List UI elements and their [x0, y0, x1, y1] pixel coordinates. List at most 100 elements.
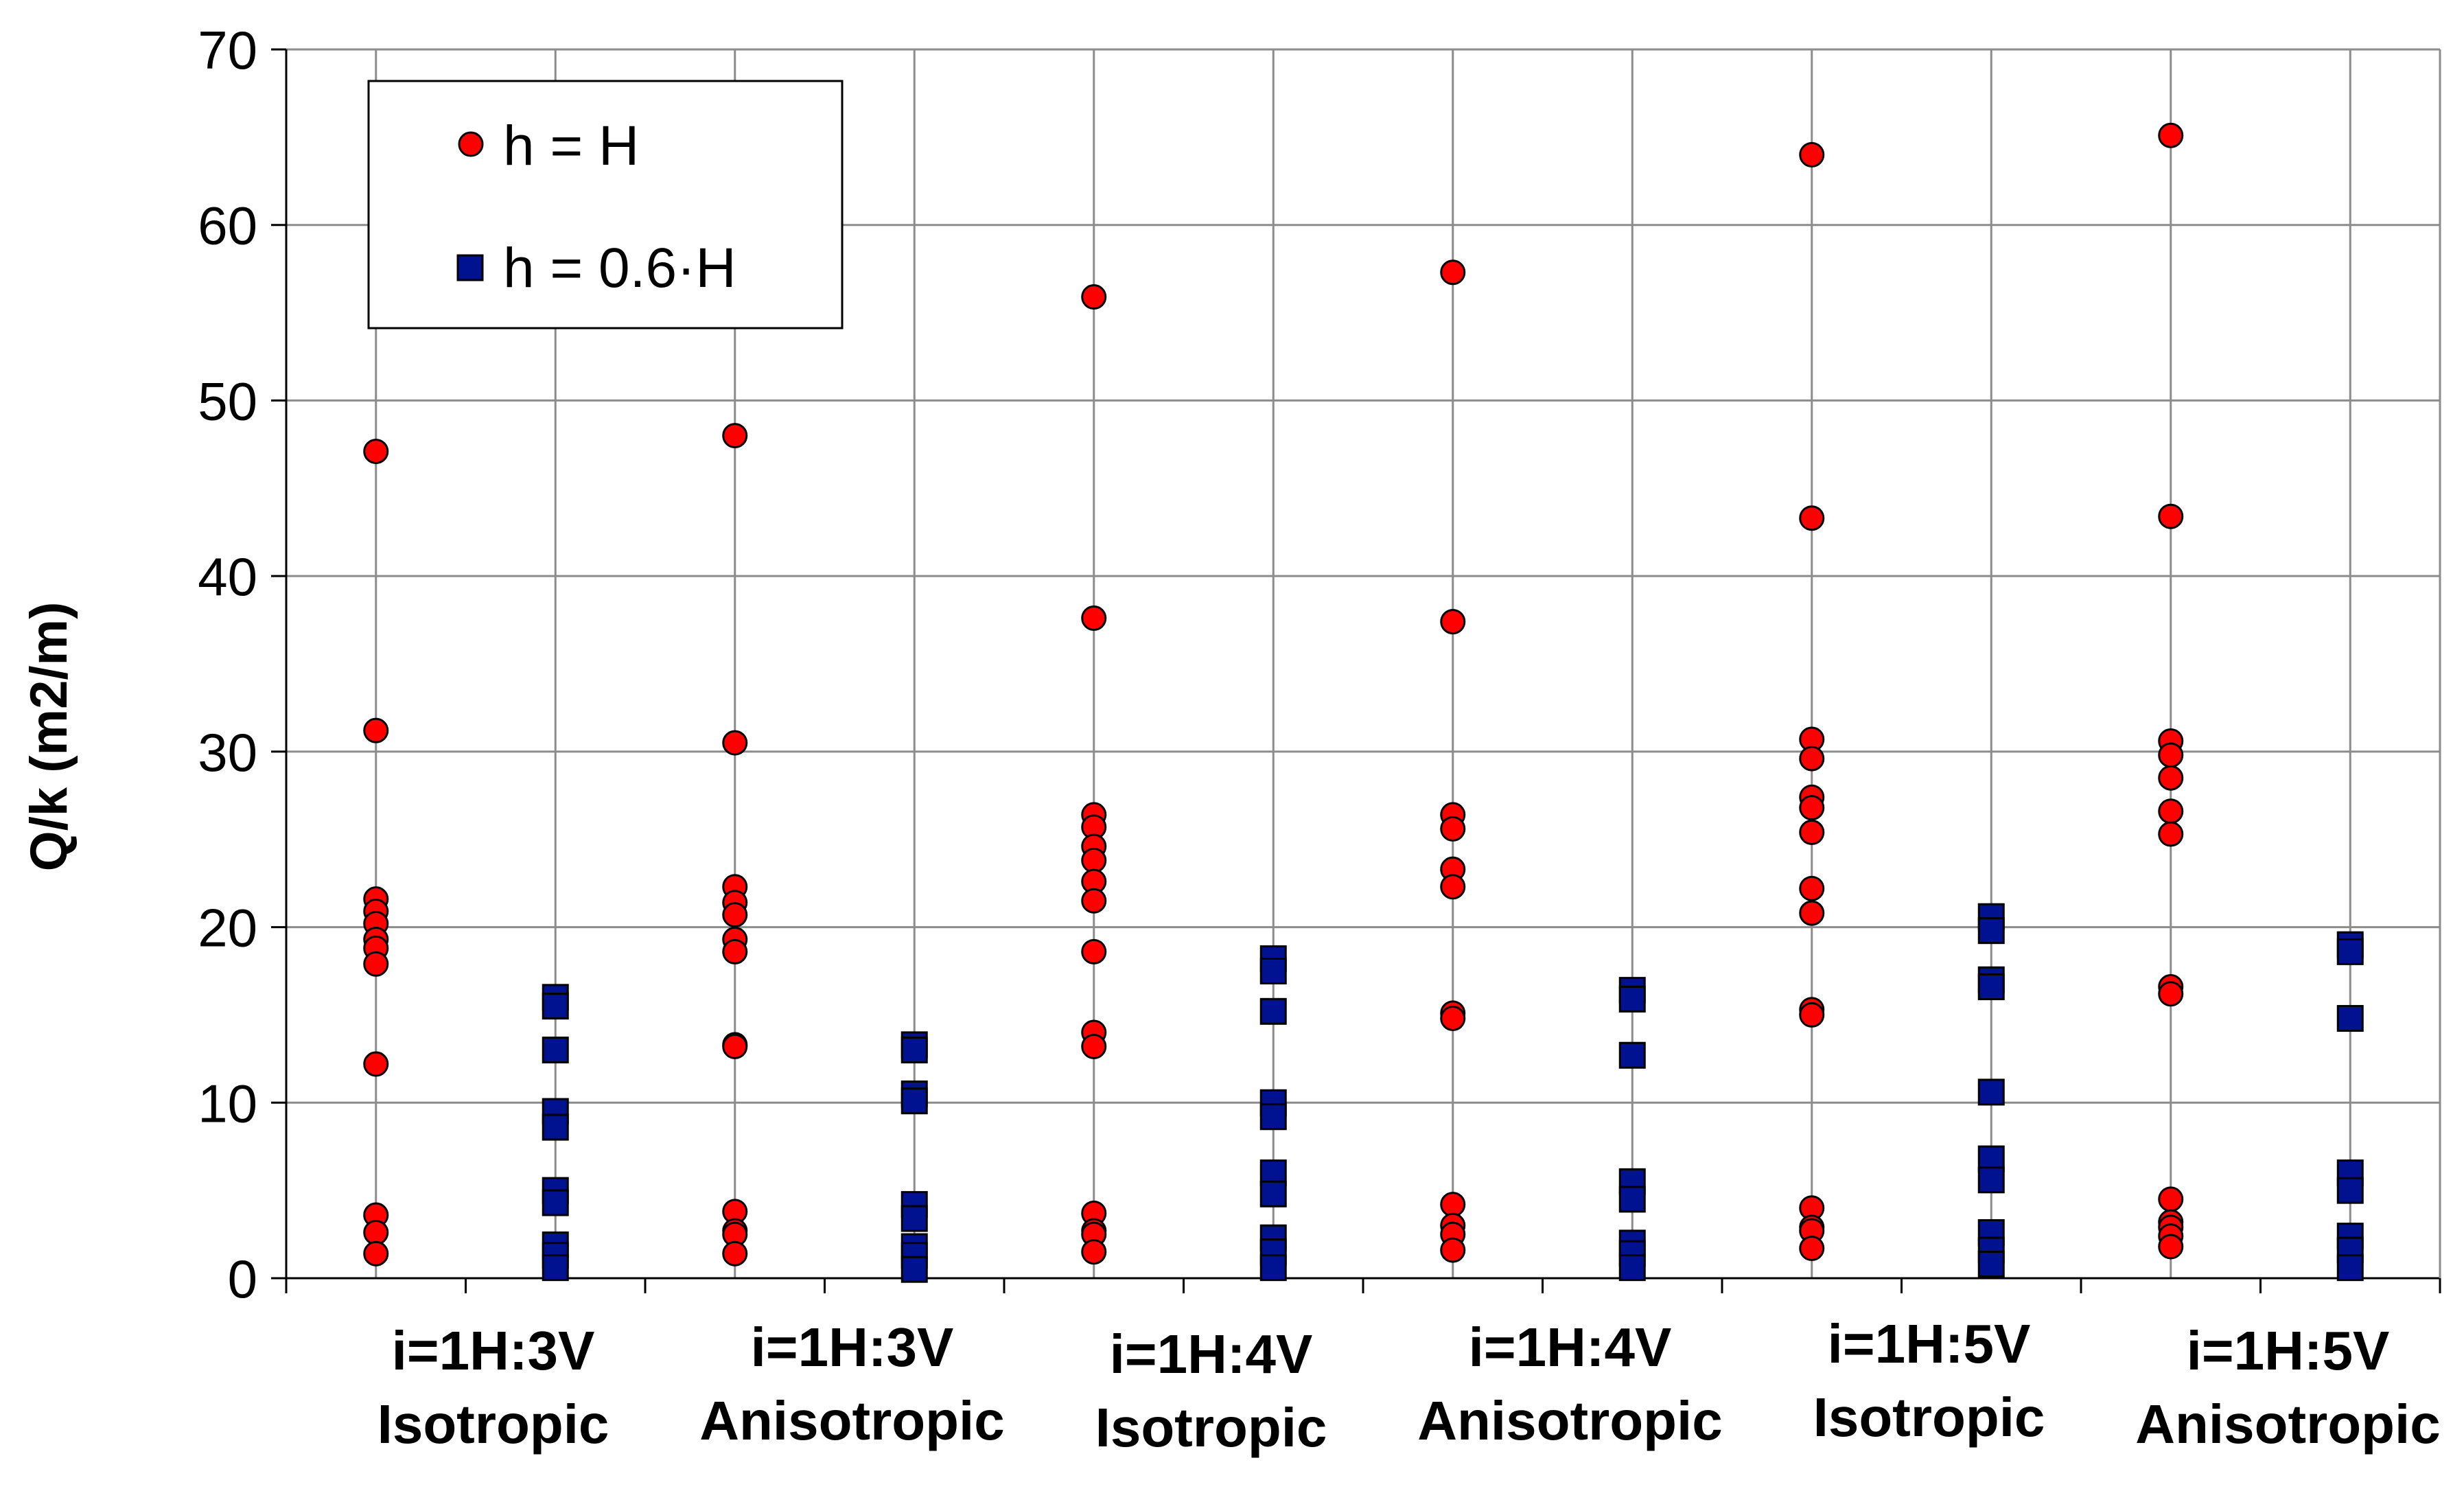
data-point-square: [1618, 985, 1646, 1013]
category-label-line2: Anisotropic: [699, 1390, 1004, 1451]
data-point-circle: [2158, 503, 2184, 529]
y-tick-label: 50: [198, 371, 257, 431]
data-point-circle: [1799, 505, 1825, 531]
data-point-circle: [1440, 816, 1466, 842]
data-point-square: [1618, 1254, 1646, 1282]
data-point-square: [1259, 1180, 1287, 1208]
category-label-line1: i=1H:3V: [392, 1320, 595, 1381]
data-point-square: [542, 1113, 569, 1141]
data-point-circle: [1799, 795, 1825, 821]
data-point-circle: [1799, 875, 1825, 901]
category-label-line1: i=1H:4V: [1110, 1324, 1313, 1385]
data-point-circle: [1799, 1236, 1825, 1262]
data-point-circle: [722, 730, 748, 756]
data-point-circle: [2158, 1186, 2184, 1212]
legend: h = H h = 0.6·H: [367, 80, 844, 330]
data-point-square: [1618, 1041, 1646, 1069]
category-label-line2: Isotropic: [1813, 1387, 2045, 1448]
data-point-circle: [2158, 1234, 2184, 1260]
data-point-square: [1259, 1254, 1287, 1282]
data-point-circle: [1081, 284, 1107, 310]
data-point-square: [1618, 1186, 1646, 1213]
data-point-square: [1259, 997, 1287, 1025]
data-point-circle: [1799, 746, 1825, 772]
data-point-circle: [1081, 605, 1107, 632]
legend-label-h-equals-0.6H: h = 0.6·H: [503, 237, 736, 299]
data-point-circle: [1799, 141, 1825, 167]
data-point-circle: [1081, 1033, 1107, 1059]
data-point-circle: [1440, 1006, 1466, 1032]
data-point-circle: [1081, 847, 1107, 873]
data-point-circle: [1081, 888, 1107, 914]
data-point-circle: [2158, 798, 2184, 824]
data-point-circle: [1799, 900, 1825, 926]
x-axis-categories: i=1H:3V Isotropic i=1H:3V Anisotropic i=1H:4…: [377, 1313, 2441, 1458]
data-point-circle: [2158, 821, 2184, 847]
data-point-circle: [2158, 765, 2184, 791]
data-point-square: [542, 993, 569, 1020]
y-tick-label: 60: [198, 196, 257, 256]
data-point-square: [1977, 1251, 2005, 1278]
data-point-square: [2336, 1177, 2364, 1204]
data-point-circle: [722, 938, 748, 964]
data-point-circle: [363, 1051, 389, 1077]
data-point-circle: [722, 1033, 748, 1059]
category-label-line2: Anisotropic: [1417, 1390, 1722, 1451]
data-point-square: [1259, 1103, 1287, 1131]
category-label-line1: i=1H:3V: [751, 1317, 954, 1378]
data-point-circle: [722, 423, 748, 449]
data-point-circle: [1081, 1239, 1107, 1265]
data-point-circle: [2158, 981, 2184, 1007]
data-point-square: [1977, 1078, 2005, 1106]
data-point-circle: [722, 1240, 748, 1267]
data-point-circle: [1440, 1237, 1466, 1263]
category-label-line2: Isotropic: [1095, 1397, 1327, 1458]
category-label-line1: i=1H:5V: [1828, 1313, 2031, 1374]
data-point-square: [900, 1087, 928, 1115]
legend-square-marker: [456, 254, 484, 281]
data-point-circle: [1440, 1192, 1466, 1218]
data-point-square: [542, 1189, 569, 1216]
data-point-square: [2336, 1005, 2364, 1032]
data-point-circle: [1081, 938, 1107, 964]
data-point-circle: [363, 951, 389, 977]
data-point-square: [542, 1254, 569, 1282]
data-point-circle: [1440, 259, 1466, 286]
data-point-square: [542, 1037, 569, 1064]
data-point-square: [900, 1037, 928, 1064]
legend-label-h-equals-H: h = H: [503, 115, 639, 177]
data-point-circle: [363, 717, 389, 743]
y-tick-label: 0: [228, 1249, 257, 1309]
y-tick-label: 10: [198, 1073, 257, 1133]
axes: [285, 49, 2441, 1293]
data-point-square: [2336, 1254, 2364, 1282]
category-label-line2: Isotropic: [377, 1394, 609, 1455]
data-point-square: [1259, 958, 1287, 984]
data-point-square: [2336, 938, 2364, 965]
y-axis-title: Q/k (m2/m): [20, 602, 78, 872]
data-point-circle: [722, 902, 748, 928]
data-point-circle: [1799, 819, 1825, 845]
data-point-circle: [363, 1240, 389, 1267]
category-label-line1: i=1H:4V: [1469, 1317, 1672, 1378]
y-tick-label: 20: [198, 898, 257, 958]
data-point-circle: [363, 1220, 389, 1246]
category-label-line1: i=1H:5V: [2187, 1320, 2390, 1381]
data-points: [363, 122, 2364, 1283]
data-point-circle: [1440, 874, 1466, 900]
y-tick-label: 40: [198, 546, 257, 607]
y-tick-label: 70: [198, 20, 257, 80]
data-point-square: [1977, 973, 2005, 1001]
category-label-line2: Anisotropic: [2135, 1394, 2440, 1455]
data-point-circle: [363, 439, 389, 465]
data-point-circle: [2158, 742, 2184, 768]
data-point-circle: [2158, 122, 2184, 148]
data-point-square: [900, 1205, 928, 1232]
legend-box: [367, 80, 844, 330]
data-point-square: [900, 1256, 928, 1283]
data-point-square: [1977, 1166, 2005, 1194]
y-axis-ticks: 0 10 20 30 40 50 60 70: [198, 20, 286, 1309]
data-point-square: [1977, 917, 2005, 945]
